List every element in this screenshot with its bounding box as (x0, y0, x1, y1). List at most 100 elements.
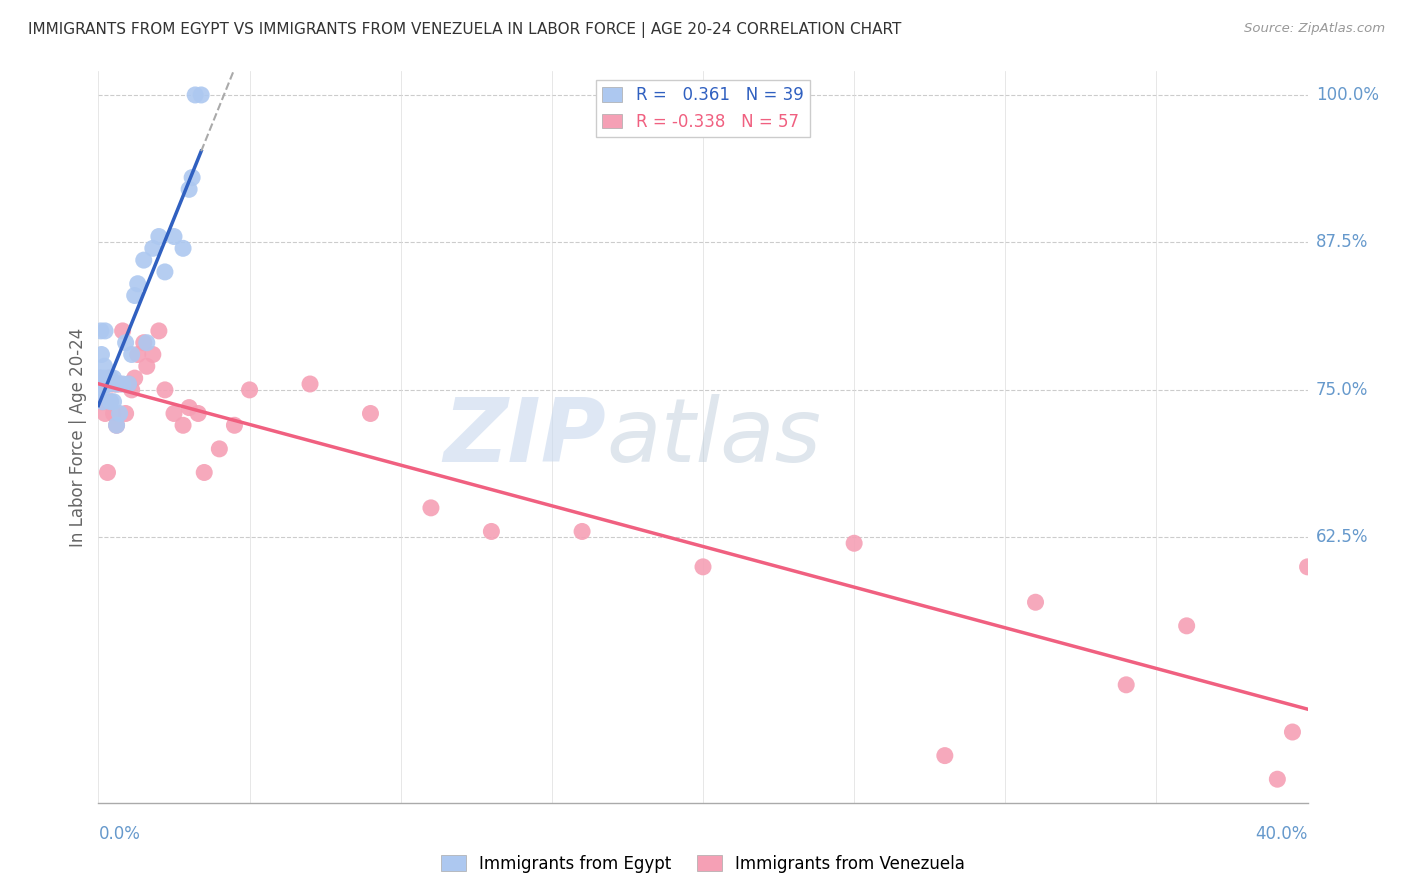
Point (90, 376, 112, 391)
Point (187, 407, 209, 421)
Point (90, 376, 112, 391)
Text: 75.0%: 75.0% (1316, 381, 1368, 399)
Point (118, 376, 141, 391)
Point (114, 407, 136, 421)
Point (190, 87, 212, 102)
Point (299, 376, 322, 391)
Point (163, 229, 186, 244)
Point (193, 466, 215, 480)
Point (103, 394, 125, 409)
Point (121, 347, 143, 361)
Text: ZIP: ZIP (443, 393, 606, 481)
Text: atlas: atlas (606, 394, 821, 480)
Point (844, 536, 866, 550)
Point (1296, 559, 1319, 574)
Point (90, 383, 112, 397)
Text: 87.5%: 87.5% (1316, 234, 1368, 252)
Point (172, 241, 194, 255)
Point (90, 347, 112, 361)
Point (163, 407, 186, 421)
Text: 40.0%: 40.0% (1256, 825, 1308, 843)
Point (87, 383, 110, 397)
Point (91, 394, 114, 409)
Point (100, 376, 122, 391)
Legend: R =   0.361   N = 39, R = -0.338   N = 57: R = 0.361 N = 39, R = -0.338 N = 57 (596, 79, 810, 137)
Text: Source: ZipAtlas.com: Source: ZipAtlas.com (1244, 22, 1385, 36)
Legend: Immigrants from Egypt, Immigrants from Venezuela: Immigrants from Egypt, Immigrants from V… (434, 848, 972, 880)
Point (127, 277, 149, 291)
Point (132, 253, 155, 268)
Point (142, 347, 165, 361)
Point (148, 229, 170, 244)
Point (1115, 678, 1137, 692)
Point (114, 335, 136, 350)
Point (103, 407, 125, 421)
Point (93, 359, 115, 374)
Point (91, 376, 114, 391)
Point (177, 401, 201, 415)
Point (124, 371, 146, 385)
Point (419, 500, 441, 515)
Point (98, 376, 121, 391)
Point (105, 376, 128, 391)
Point (132, 335, 155, 350)
Point (224, 418, 246, 433)
Point (89, 371, 111, 385)
Point (96, 376, 118, 391)
Point (94, 376, 117, 391)
Point (93, 376, 115, 391)
Point (105, 418, 128, 433)
Point (135, 359, 157, 374)
Point (90, 324, 112, 338)
Point (100, 371, 122, 385)
Point (148, 324, 170, 338)
Point (208, 442, 231, 456)
Point (121, 383, 143, 397)
Point (1175, 619, 1198, 633)
Point (90, 376, 112, 391)
Point (96, 376, 118, 391)
Point (89, 371, 111, 385)
Text: 100.0%: 100.0% (1316, 86, 1379, 104)
Point (692, 559, 714, 574)
Point (90, 376, 112, 391)
Point (94, 407, 117, 421)
Point (93, 376, 115, 391)
Point (100, 394, 122, 409)
Point (103, 371, 125, 385)
Point (571, 524, 593, 539)
Point (94, 371, 117, 385)
Point (91, 376, 114, 391)
Point (181, 170, 204, 185)
Point (111, 324, 134, 338)
Point (91, 394, 114, 409)
Point (1024, 595, 1046, 609)
Point (87, 376, 110, 391)
Y-axis label: In Labor Force | Age 20-24: In Labor Force | Age 20-24 (69, 327, 87, 547)
Point (1281, 725, 1303, 739)
Point (108, 376, 131, 391)
Text: IMMIGRANTS FROM EGYPT VS IMMIGRANTS FROM VENEZUELA IN LABOR FORCE | AGE 20-24 CO: IMMIGRANTS FROM EGYPT VS IMMIGRANTS FROM… (28, 22, 901, 38)
Point (111, 376, 134, 391)
Point (108, 407, 131, 421)
Point (135, 335, 157, 350)
Point (177, 182, 201, 196)
Point (184, 87, 207, 102)
Point (89, 376, 111, 391)
Text: 0.0%: 0.0% (98, 825, 141, 843)
Point (127, 347, 149, 361)
Point (360, 407, 382, 421)
Point (172, 418, 194, 433)
Point (91, 394, 114, 409)
Point (105, 376, 128, 391)
Point (934, 748, 956, 763)
Point (96, 376, 118, 391)
Point (96, 466, 118, 480)
Point (98, 371, 121, 385)
Point (481, 524, 503, 539)
Point (1265, 772, 1288, 787)
Point (153, 265, 176, 279)
Point (153, 383, 176, 397)
Point (124, 288, 146, 302)
Point (103, 376, 125, 391)
